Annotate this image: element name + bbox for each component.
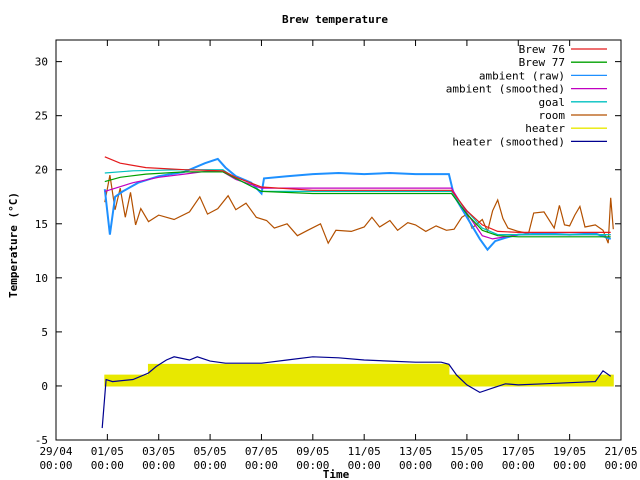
x-tick-label-date: 09/05 [296, 445, 329, 458]
x-tick-label-date: 19/05 [553, 445, 586, 458]
x-tick-label-date: 21/05 [604, 445, 637, 458]
x-tick-label-date: 01/05 [91, 445, 124, 458]
x-tick-label-date: 07/05 [245, 445, 278, 458]
legend-label: Brew 76 [519, 43, 565, 56]
x-tick-label-date: 13/05 [399, 445, 432, 458]
series-room [104, 174, 614, 245]
x-tick-label-time: 00:00 [604, 459, 637, 472]
y-tick-label: 10 [35, 272, 48, 285]
x-tick-label-time: 00:00 [142, 459, 175, 472]
chart-title: Brew temperature [282, 13, 388, 26]
x-tick-label-time: 00:00 [348, 459, 381, 472]
x-tick-label-time: 00:00 [245, 459, 278, 472]
x-tick-label-date: 29/04 [39, 445, 72, 458]
series-heater-smoothed [101, 356, 612, 429]
y-tick-label: 30 [35, 56, 48, 69]
legend-label: ambient (raw) [479, 69, 565, 82]
series-goal [104, 169, 611, 236]
series-ambient-raw [103, 157, 612, 252]
axis-ticks: -505101520253029/0400:0001/0500:0003/050… [35, 40, 638, 472]
y-tick-label: 20 [35, 164, 48, 177]
legend-label: Brew 77 [519, 56, 565, 69]
legend-label: ambient (smoothed) [446, 83, 565, 96]
x-tick-label-time: 00:00 [39, 459, 72, 472]
y-tick-label: 25 [35, 110, 48, 123]
x-tick-label-time: 00:00 [450, 459, 483, 472]
x-tick-label-time: 00:00 [399, 459, 432, 472]
x-tick-label-date: 05/05 [194, 445, 227, 458]
x-tick-label-date: 15/05 [450, 445, 483, 458]
x-tick-label-time: 00:00 [194, 459, 227, 472]
x-axis-label: Time [323, 468, 350, 480]
y-tick-label: -5 [35, 434, 48, 447]
series-ambient-smoothed [104, 170, 611, 240]
y-axis-label: Temperature (°C) [7, 192, 20, 298]
series-brew-76 [104, 156, 611, 233]
series-layer [101, 156, 614, 429]
x-tick-label-date: 11/05 [348, 445, 381, 458]
x-tick-label-time: 00:00 [502, 459, 535, 472]
x-tick-label-date: 03/05 [142, 445, 175, 458]
x-tick-label-time: 00:00 [91, 459, 124, 472]
x-tick-label-time: 00:00 [296, 459, 329, 472]
legend-label: heater (smoothed) [452, 135, 565, 148]
y-tick-label: 5 [41, 326, 48, 339]
series-heater [104, 363, 614, 387]
plot-frame [55, 39, 622, 441]
x-tick-label-date: 17/05 [502, 445, 535, 458]
series-brew-77 [104, 171, 611, 238]
y-tick-label: 15 [35, 218, 48, 231]
legend-label: heater [525, 122, 565, 135]
legend-label: goal [539, 96, 566, 109]
x-tick-label-time: 00:00 [553, 459, 586, 472]
legend-label: room [539, 109, 566, 122]
y-tick-label: 0 [41, 380, 48, 393]
